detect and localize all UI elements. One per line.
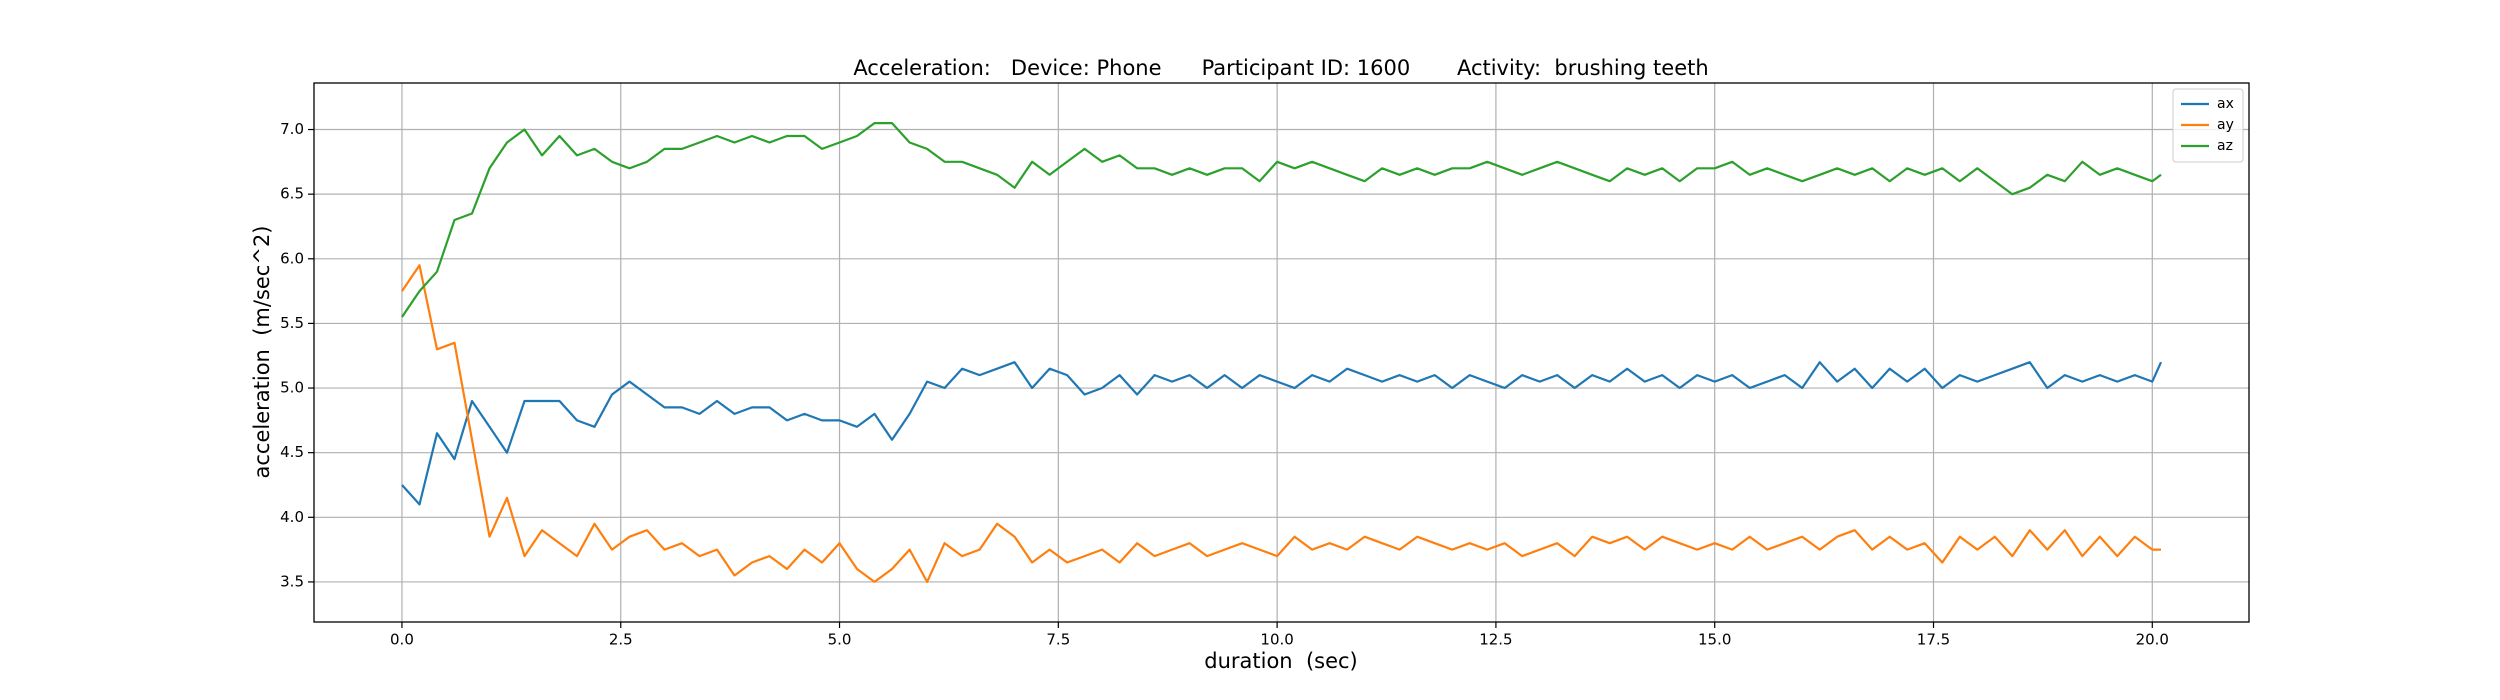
y-tick-label: 6.0 [280,249,304,267]
series-line [401,122,2162,318]
legend-label: ax [2217,96,2234,112]
y-tick-label: 4.0 [280,508,304,526]
legend-label: az [2217,138,2233,154]
x-tick-label: 10.0 [1260,631,1293,649]
x-tick-label: 15.0 [1698,631,1731,649]
y-tick-label: 3.5 [280,572,304,590]
x-tick-label: 20.0 [2136,631,2169,649]
series-line [401,264,2161,583]
x-tick-label: 17.5 [1917,631,1950,649]
y-tick-label: 5.0 [280,379,304,397]
y-tick-label: 4.5 [280,443,304,461]
series-line [401,361,2163,506]
plot-frame [313,82,2250,623]
y-tick-label: 6.5 [280,185,304,203]
x-axis-label: duration (sec) [1204,649,1358,673]
y-tick-label: 7.0 [280,120,304,138]
x-tick-label: 0.0 [390,631,414,649]
x-tick-label: 12.5 [1479,631,1512,649]
legend-label: ay [2217,117,2234,133]
y-tick-label: 5.5 [280,314,304,332]
x-tick-label: 5.0 [828,631,852,649]
y-axis-label: acceleration (m/sec^2) [250,226,274,479]
x-tick-label: 2.5 [609,631,633,649]
x-tick-label: 7.5 [1046,631,1070,649]
chart-title: Acceleration: Device: Phone Participant … [853,56,1708,80]
